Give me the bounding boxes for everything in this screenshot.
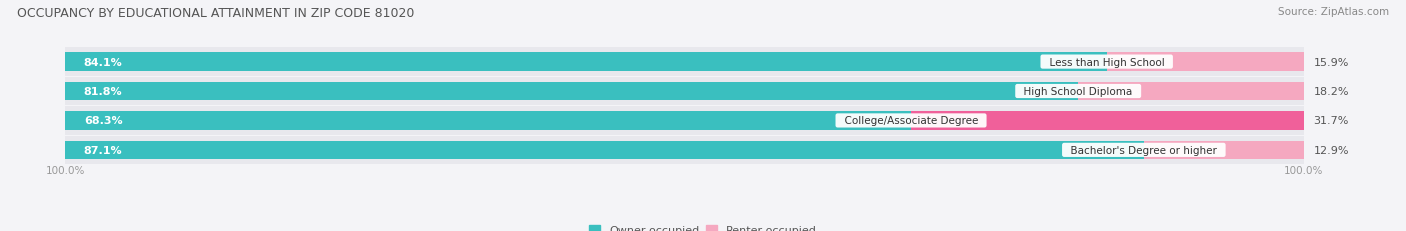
Bar	[65, 141, 1144, 159]
Bar	[911, 112, 1303, 130]
Text: 68.3%: 68.3%	[84, 116, 122, 126]
Bar	[65, 112, 911, 130]
Bar	[65, 82, 1078, 101]
Bar	[1107, 53, 1303, 71]
Text: 31.7%: 31.7%	[1313, 116, 1348, 126]
Text: High School Diploma: High School Diploma	[1018, 87, 1139, 97]
Text: 100.0%: 100.0%	[1284, 165, 1323, 175]
Bar	[65, 48, 1303, 76]
Bar	[65, 107, 1303, 135]
Legend: Owner-occupied, Renter-occupied: Owner-occupied, Renter-occupied	[589, 225, 817, 231]
Text: Bachelor's Degree or higher: Bachelor's Degree or higher	[1064, 145, 1223, 155]
Text: 12.9%: 12.9%	[1313, 145, 1348, 155]
Text: Less than High School: Less than High School	[1043, 57, 1171, 67]
Text: 81.8%: 81.8%	[84, 87, 122, 97]
Text: OCCUPANCY BY EDUCATIONAL ATTAINMENT IN ZIP CODE 81020: OCCUPANCY BY EDUCATIONAL ATTAINMENT IN Z…	[17, 7, 415, 20]
Bar	[65, 136, 1303, 164]
Text: 84.1%: 84.1%	[84, 57, 122, 67]
Text: 100.0%: 100.0%	[45, 165, 84, 175]
Bar	[1078, 82, 1303, 101]
Text: 18.2%: 18.2%	[1313, 87, 1348, 97]
Text: College/Associate Degree: College/Associate Degree	[838, 116, 984, 126]
Text: 15.9%: 15.9%	[1313, 57, 1348, 67]
Bar	[65, 53, 1107, 71]
Text: 87.1%: 87.1%	[84, 145, 122, 155]
Bar	[65, 78, 1303, 106]
Bar	[1144, 141, 1303, 159]
Text: Source: ZipAtlas.com: Source: ZipAtlas.com	[1278, 7, 1389, 17]
